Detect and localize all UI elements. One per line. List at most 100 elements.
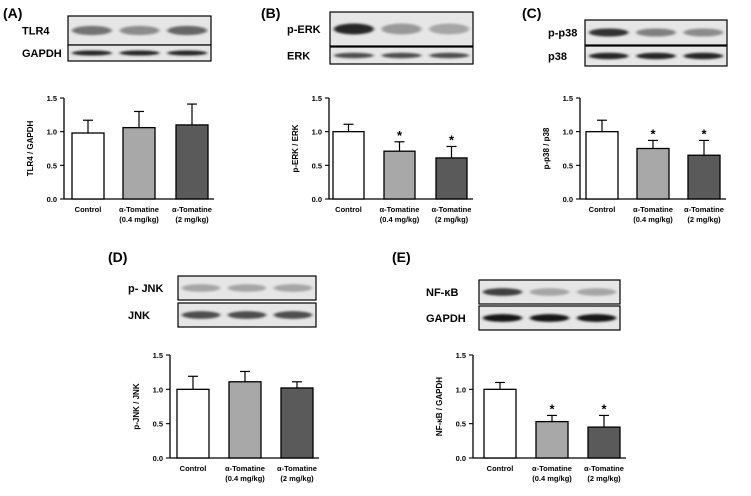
x-category-label: α-Tomatine [684,205,724,214]
y-axis: 0.0 0.5 1.0 1.5 [153,351,171,463]
x-category-label: (2 mg/kg) [587,474,621,483]
protein-band [576,288,617,296]
x-category-label: (0.4 mg/kg) [119,215,159,224]
protein-band [181,284,221,292]
y-axis-label: TLR4 / GAPDH [26,121,35,177]
y-tick-label: 0.0 [153,454,163,463]
protein-band [381,23,422,35]
protein-band [227,311,267,319]
protein-band [529,288,570,296]
x-category-label: (0.4 mg/kg) [532,474,572,483]
bar [585,131,619,200]
bar [332,131,365,200]
y-axis-label: p-JNK / JNK [132,383,141,429]
error-bar [699,139,709,156]
bar [687,154,721,200]
y-tick-label: 1.0 [563,128,573,137]
x-category-label: α-Tomatine [119,205,159,214]
error-bar [188,375,198,390]
x-category-label: Control [589,205,616,214]
protein-band [381,52,422,59]
panel-d: (D) p- JNK JNK 0.0 0.5 1.0 1.5 p-JNK / JNK Contr… [108,249,319,483]
protein-band [227,284,267,292]
western-blot: p-ERK ERK [287,11,474,65]
y-axis: 0.0 0.5 1.0 1.5 [47,94,65,204]
y-axis-label: p-p38 / p38 [542,127,551,169]
x-category-label: (2 mg/kg) [687,215,721,224]
y-tick-label: 1.0 [312,128,322,137]
blot-label: p38 [548,51,567,63]
blot-label: p- JNK [128,283,164,295]
error-bar [187,103,197,125]
y-tick-label: 1.5 [563,94,573,103]
protein-band [576,314,617,322]
western-blot: TLR4 GAPDH [22,15,212,62]
x-category-label: Control [75,205,102,214]
y-tick-label: 1.5 [47,94,57,103]
panel-b: (B) p-ERK ERK 0.0 0.5 1.0 1.5 p-ERK / ERK Contro… [261,5,474,224]
protein-band [482,288,523,296]
bar [228,381,262,459]
y-tick-label: 0.0 [563,195,573,204]
blot-label: p-p38 [548,28,577,40]
x-category-label: α-Tomatine [172,205,212,214]
protein-band [71,50,112,56]
y-tick-label: 0.5 [456,420,466,429]
panel-a: (A)TLR4 GAPDH 0.0 0.5 1.0 1.5 TLR4 / GAPDH Cont… [3,5,214,224]
y-tick-label: 1.5 [153,351,163,360]
panel-label: (B) [261,5,280,21]
significance-marker: * [601,401,607,416]
protein-band [181,311,221,319]
panel-c: (C) p-p38 p38 0.0 0.5 1.0 1.5 p-p38 / p38 Contro… [522,5,728,224]
blot-label: GAPDH [426,313,466,325]
y-tick-label: 0.5 [153,420,163,429]
bar [636,147,670,200]
western-blot: NF-κB GAPDH [426,279,621,331]
significance-marker: * [397,128,403,143]
western-blot: p- JNK JNK [128,275,317,328]
error-bar [446,145,457,158]
bar [175,124,209,200]
y-tick-label: 0.0 [47,195,57,204]
y-tick-label: 0.5 [563,161,573,170]
x-category-label: α-Tomatine [584,464,624,473]
significance-marker: * [650,126,656,141]
protein-band [636,28,676,37]
bar [176,388,210,459]
y-tick-label: 0.0 [456,454,466,463]
blot-label: GAPDH [22,48,62,60]
x-category-label: (0.4 mg/kg) [380,215,420,224]
protein-band [167,25,208,36]
x-category-label: α-Tomatine [380,205,420,214]
x-category-label: (2 mg/kg) [280,474,314,483]
panel-label: (E) [392,249,411,265]
y-tick-label: 0.5 [312,161,322,170]
y-tick-label: 0.0 [312,195,322,204]
panel-label: (C) [522,5,541,21]
error-bar [343,123,354,132]
bar [383,150,416,200]
protein-band [636,52,676,60]
x-category-label: α-Tomatine [225,464,265,473]
protein-band [429,23,470,35]
error-bar [240,370,250,382]
x-category-label: Control [335,205,362,214]
y-axis: 0.0 0.5 1.0 1.5 [563,94,581,204]
y-axis: 0.0 0.5 1.0 1.5 [456,351,474,463]
error-bar [83,119,93,134]
panel-label: (D) [108,249,127,265]
protein-band [273,311,313,319]
y-tick-label: 1.0 [153,385,163,394]
protein-band [588,28,629,37]
blot-label: p-ERK [287,24,321,36]
protein-band [119,25,160,36]
y-tick-label: 1.0 [456,385,466,394]
protein-band [273,284,313,292]
error-bar [292,381,302,388]
y-axis-label: p-ERK / ERK [291,124,300,172]
x-category-label: Control [180,464,207,473]
protein-band [588,52,629,60]
x-category-label: (2 mg/kg) [175,215,209,224]
bar [535,420,569,459]
